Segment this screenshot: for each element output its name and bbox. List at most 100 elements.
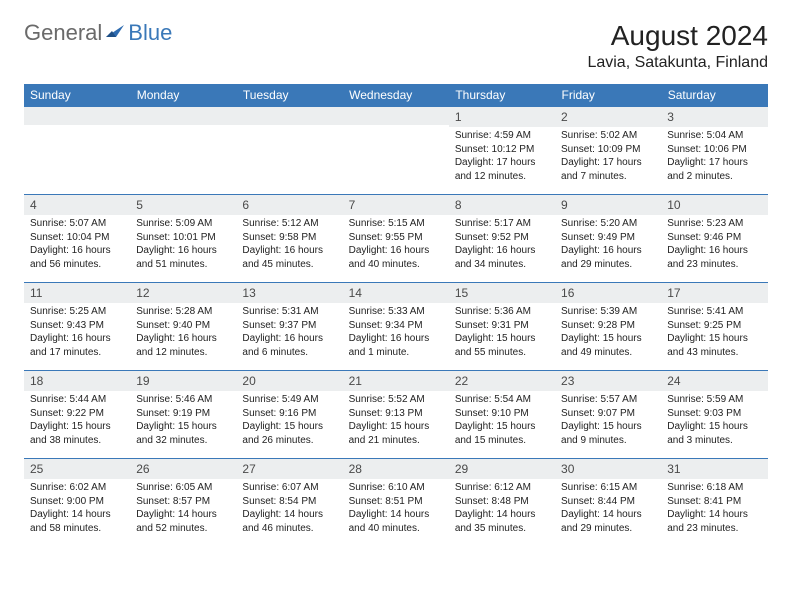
sunset-text: Sunset: 10:06 PM [667, 143, 761, 157]
calendar-day-cell: 4Sunrise: 5:07 AMSunset: 10:04 PMDayligh… [24, 195, 130, 283]
calendar-table: Sunday Monday Tuesday Wednesday Thursday… [24, 84, 768, 547]
day-number: 3 [661, 107, 767, 127]
calendar-day-cell: 26Sunrise: 6:05 AMSunset: 8:57 PMDayligh… [130, 459, 236, 547]
sunset-text: Sunset: 10:12 PM [455, 143, 549, 157]
calendar-day-cell: 23Sunrise: 5:57 AMSunset: 9:07 PMDayligh… [555, 371, 661, 459]
day-number: 15 [449, 283, 555, 303]
day-details: Sunrise: 5:46 AMSunset: 9:19 PMDaylight:… [130, 391, 236, 451]
daylight-text: Daylight: 16 hours and 6 minutes. [242, 332, 336, 359]
sunrise-text: Sunrise: 5:25 AM [30, 305, 124, 319]
day-number: 28 [343, 459, 449, 479]
day-details: Sunrise: 5:44 AMSunset: 9:22 PMDaylight:… [24, 391, 130, 451]
weekday-header-row: Sunday Monday Tuesday Wednesday Thursday… [24, 84, 768, 107]
calendar-day-cell: 8Sunrise: 5:17 AMSunset: 9:52 PMDaylight… [449, 195, 555, 283]
daylight-text: Daylight: 16 hours and 34 minutes. [455, 244, 549, 271]
sunset-text: Sunset: 9:07 PM [561, 407, 655, 421]
day-details: Sunrise: 6:12 AMSunset: 8:48 PMDaylight:… [449, 479, 555, 539]
day-details: Sunrise: 5:36 AMSunset: 9:31 PMDaylight:… [449, 303, 555, 363]
daylight-text: Daylight: 16 hours and 45 minutes. [242, 244, 336, 271]
sunrise-text: Sunrise: 6:18 AM [667, 481, 761, 495]
sunrise-text: Sunrise: 6:15 AM [561, 481, 655, 495]
sunrise-text: Sunrise: 5:23 AM [667, 217, 761, 231]
sunrise-text: Sunrise: 6:05 AM [136, 481, 230, 495]
sunset-text: Sunset: 9:55 PM [349, 231, 443, 245]
day-number: 23 [555, 371, 661, 391]
day-number [343, 107, 449, 125]
sunrise-text: Sunrise: 5:33 AM [349, 305, 443, 319]
day-number: 20 [236, 371, 342, 391]
calendar-day-cell: 5Sunrise: 5:09 AMSunset: 10:01 PMDayligh… [130, 195, 236, 283]
day-number: 14 [343, 283, 449, 303]
day-number: 19 [130, 371, 236, 391]
day-number: 27 [236, 459, 342, 479]
daylight-text: Daylight: 16 hours and 1 minute. [349, 332, 443, 359]
day-details: Sunrise: 5:33 AMSunset: 9:34 PMDaylight:… [343, 303, 449, 363]
sunrise-text: Sunrise: 5:07 AM [30, 217, 124, 231]
calendar-day-cell [236, 107, 342, 195]
day-number: 7 [343, 195, 449, 215]
day-number [130, 107, 236, 125]
day-number: 22 [449, 371, 555, 391]
sunset-text: Sunset: 8:41 PM [667, 495, 761, 509]
daylight-text: Daylight: 15 hours and 21 minutes. [349, 420, 443, 447]
daylight-text: Daylight: 16 hours and 29 minutes. [561, 244, 655, 271]
calendar-day-cell: 17Sunrise: 5:41 AMSunset: 9:25 PMDayligh… [661, 283, 767, 371]
day-number: 6 [236, 195, 342, 215]
weekday-header: Wednesday [343, 84, 449, 107]
day-details: Sunrise: 5:52 AMSunset: 9:13 PMDaylight:… [343, 391, 449, 451]
calendar-day-cell [24, 107, 130, 195]
calendar-day-cell: 11Sunrise: 5:25 AMSunset: 9:43 PMDayligh… [24, 283, 130, 371]
sunrise-text: Sunrise: 6:07 AM [242, 481, 336, 495]
day-number: 21 [343, 371, 449, 391]
daylight-text: Daylight: 15 hours and 15 minutes. [455, 420, 549, 447]
sunset-text: Sunset: 8:51 PM [349, 495, 443, 509]
sunset-text: Sunset: 9:40 PM [136, 319, 230, 333]
sunrise-text: Sunrise: 5:44 AM [30, 393, 124, 407]
day-number [24, 107, 130, 125]
daylight-text: Daylight: 14 hours and 58 minutes. [30, 508, 124, 535]
sunset-text: Sunset: 8:54 PM [242, 495, 336, 509]
sunset-text: Sunset: 9:22 PM [30, 407, 124, 421]
calendar-day-cell: 24Sunrise: 5:59 AMSunset: 9:03 PMDayligh… [661, 371, 767, 459]
daylight-text: Daylight: 14 hours and 23 minutes. [667, 508, 761, 535]
day-details: Sunrise: 5:25 AMSunset: 9:43 PMDaylight:… [24, 303, 130, 363]
daylight-text: Daylight: 15 hours and 3 minutes. [667, 420, 761, 447]
sunrise-text: Sunrise: 5:49 AM [242, 393, 336, 407]
day-details: Sunrise: 5:39 AMSunset: 9:28 PMDaylight:… [555, 303, 661, 363]
day-details: Sunrise: 6:15 AMSunset: 8:44 PMDaylight:… [555, 479, 661, 539]
sunset-text: Sunset: 9:58 PM [242, 231, 336, 245]
daylight-text: Daylight: 14 hours and 29 minutes. [561, 508, 655, 535]
calendar-day-cell: 1Sunrise: 4:59 AMSunset: 10:12 PMDayligh… [449, 107, 555, 195]
calendar-week-row: 4Sunrise: 5:07 AMSunset: 10:04 PMDayligh… [24, 195, 768, 283]
daylight-text: Daylight: 15 hours and 55 minutes. [455, 332, 549, 359]
sunrise-text: Sunrise: 5:39 AM [561, 305, 655, 319]
sunrise-text: Sunrise: 5:28 AM [136, 305, 230, 319]
sunset-text: Sunset: 9:25 PM [667, 319, 761, 333]
sunrise-text: Sunrise: 5:46 AM [136, 393, 230, 407]
logo-text-blue: Blue [128, 20, 172, 46]
day-number: 5 [130, 195, 236, 215]
day-number: 8 [449, 195, 555, 215]
day-number: 24 [661, 371, 767, 391]
day-number: 17 [661, 283, 767, 303]
sunset-text: Sunset: 10:04 PM [30, 231, 124, 245]
weekday-header: Saturday [661, 84, 767, 107]
sunrise-text: Sunrise: 5:17 AM [455, 217, 549, 231]
sunrise-text: Sunrise: 5:20 AM [561, 217, 655, 231]
calendar-day-cell: 6Sunrise: 5:12 AMSunset: 9:58 PMDaylight… [236, 195, 342, 283]
calendar-day-cell [343, 107, 449, 195]
calendar-day-cell: 25Sunrise: 6:02 AMSunset: 9:00 PMDayligh… [24, 459, 130, 547]
day-number: 29 [449, 459, 555, 479]
weekday-header: Friday [555, 84, 661, 107]
day-details: Sunrise: 5:41 AMSunset: 9:25 PMDaylight:… [661, 303, 767, 363]
calendar-day-cell: 19Sunrise: 5:46 AMSunset: 9:19 PMDayligh… [130, 371, 236, 459]
sunset-text: Sunset: 9:03 PM [667, 407, 761, 421]
sunset-text: Sunset: 9:37 PM [242, 319, 336, 333]
daylight-text: Daylight: 17 hours and 7 minutes. [561, 156, 655, 183]
day-details: Sunrise: 5:59 AMSunset: 9:03 PMDaylight:… [661, 391, 767, 451]
sunset-text: Sunset: 9:00 PM [30, 495, 124, 509]
day-details: Sunrise: 6:10 AMSunset: 8:51 PMDaylight:… [343, 479, 449, 539]
sunrise-text: Sunrise: 5:59 AM [667, 393, 761, 407]
calendar-day-cell: 16Sunrise: 5:39 AMSunset: 9:28 PMDayligh… [555, 283, 661, 371]
calendar-day-cell: 15Sunrise: 5:36 AMSunset: 9:31 PMDayligh… [449, 283, 555, 371]
